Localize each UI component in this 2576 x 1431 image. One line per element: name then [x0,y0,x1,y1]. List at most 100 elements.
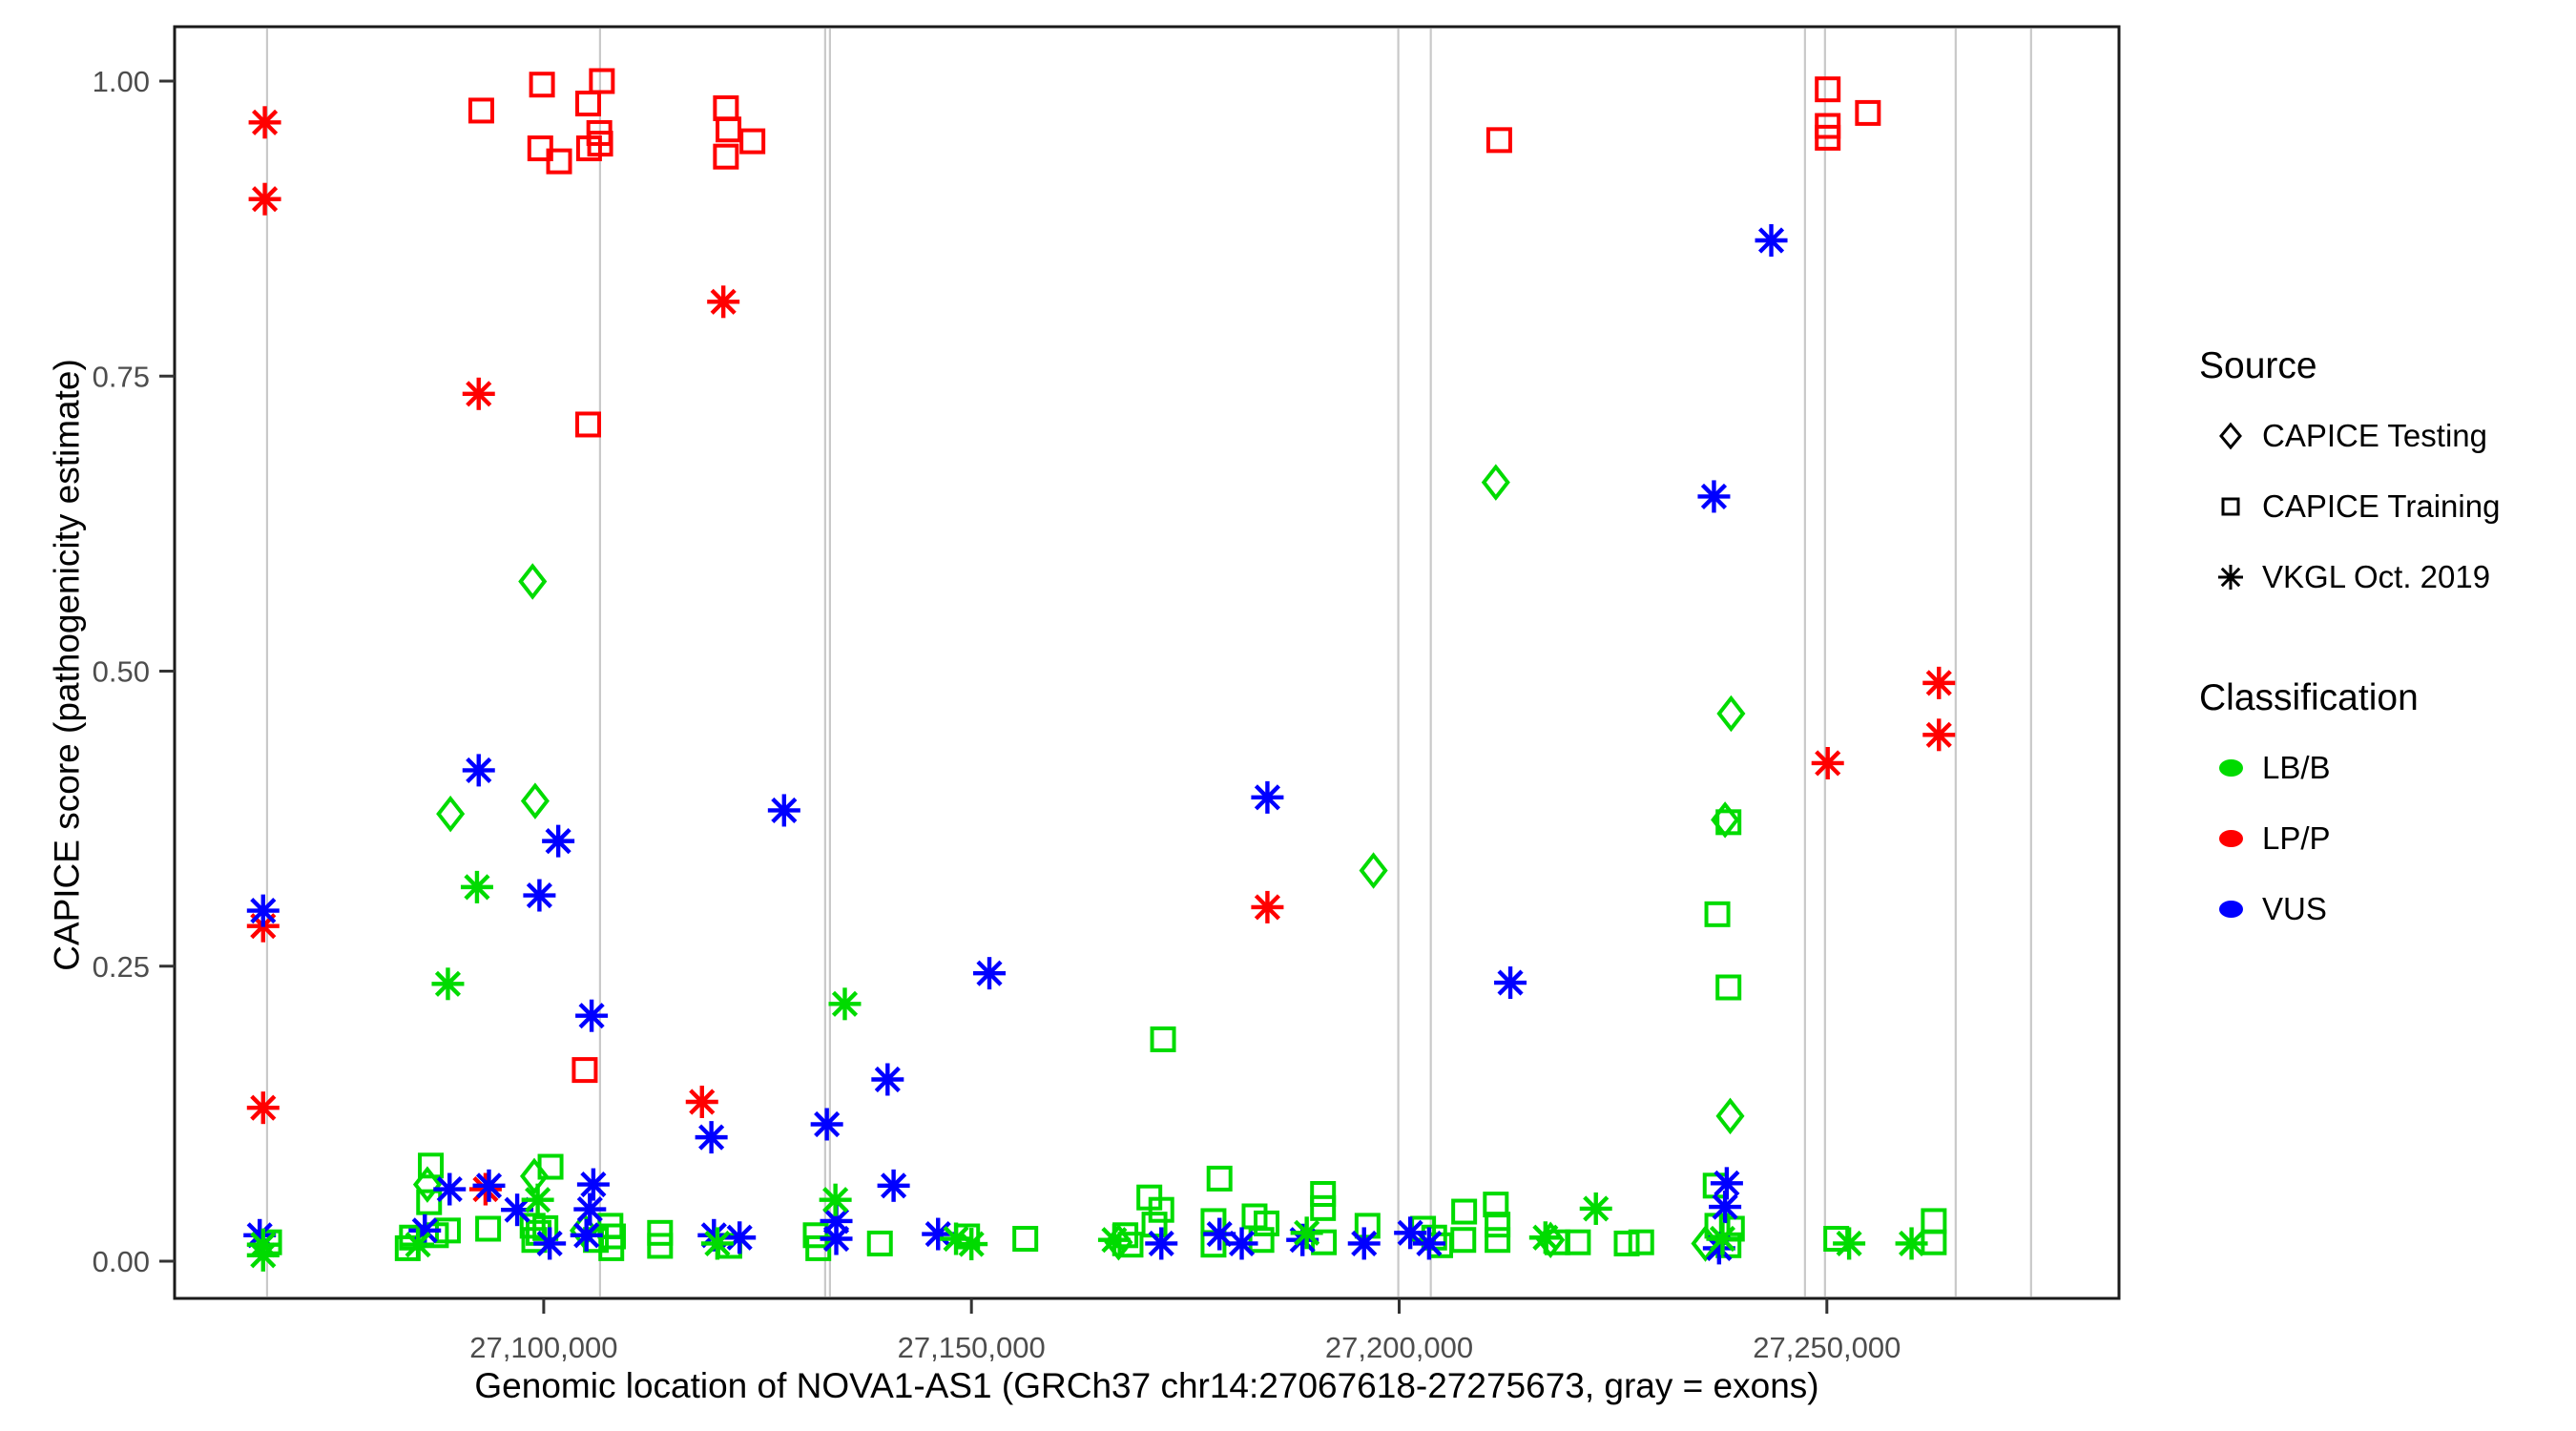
data-point [1254,1210,1280,1236]
legend-item-label: VUS [2262,891,2327,926]
data-point [1709,1191,1742,1224]
data-point [433,1172,467,1206]
blue-dot-icon [2199,901,2262,918]
legend-item-capice-testing: CAPICE Testing [2199,401,2571,471]
data-point [695,1121,728,1154]
data-point [472,1169,506,1202]
data-point [685,1086,718,1119]
data-point [546,148,572,175]
legend-classification-title: Classification [2199,677,2419,718]
data-point [1755,223,1788,257]
data-point [1451,1198,1478,1225]
green-dot-icon [2199,759,2262,777]
data-point [1922,666,1956,699]
data-point [575,411,602,438]
legend-classification-section: Classification LB/B LP/P VUS [2199,677,2571,944]
data-point [1485,1212,1511,1238]
data-point [537,1153,564,1180]
data-point [1354,1213,1381,1239]
data-point [1922,718,1956,752]
data-point [1565,1229,1591,1255]
data-point [518,563,548,600]
data-point [431,967,465,1001]
square-marker-icon [2199,490,2262,523]
data-point [1248,1227,1275,1254]
data-point [1855,99,1881,126]
data-point [1347,1227,1381,1260]
legend-item-lbb: LB/B [2199,733,2571,803]
data-point [1628,1229,1654,1255]
x-tick-label: 27,100,000 [469,1331,617,1364]
data-point [1481,464,1510,501]
data-point [1494,966,1527,1000]
data-point [1206,1165,1233,1192]
y-tick-label: 0.75 [93,360,150,393]
data-point [1528,1221,1562,1255]
series-capice-training [256,68,1947,1261]
x-axis: 27,100,000 27,150,000 27,200,000 27,250,000 [469,1298,1901,1364]
data-point [1097,1223,1131,1256]
legend-item-capice-training: CAPICE Training [2199,471,2571,542]
data-point [462,754,495,787]
data-point [246,1238,280,1272]
data-point [1012,1225,1039,1252]
legend-source-title: Source [2199,345,2317,386]
data-point [1704,901,1731,927]
data-point [1485,1227,1511,1254]
data-point [810,1108,843,1141]
data-point [533,1227,567,1260]
data-points [243,68,1956,1272]
data-point [877,1169,910,1202]
legend-item-label: CAPICE Testing [2262,418,2487,453]
data-point [1716,695,1746,733]
data-point [973,957,1007,990]
y-axis: 0.00 0.25 0.50 0.75 1.00 [93,65,175,1278]
legend-item-label: LB/B [2262,750,2331,785]
data-point [1715,974,1742,1001]
data-point [1815,76,1841,103]
data-point [647,1219,674,1246]
legend-source-section: Source CAPICE Testing CAPICE Training [2199,345,2571,612]
red-dot-icon [2199,830,2262,847]
data-point [570,1218,603,1252]
legend-item-label: VKGL Oct. 2019 [2262,559,2491,594]
data-point [402,1228,435,1261]
data-point [707,285,740,319]
data-point [940,1222,973,1255]
legend-item-lpp: LP/P [2199,803,2571,874]
data-point [739,128,766,155]
series-capice-testing [412,464,1746,1262]
data-point [1150,1026,1176,1052]
legend-item-label: CAPICE Training [2262,488,2501,524]
panel-border [173,25,2121,1300]
data-point [1895,1227,1928,1260]
data-point [700,1227,734,1260]
data-point [1579,1192,1612,1225]
data-point [1921,1208,1947,1234]
data-point [1450,1227,1477,1254]
data-point [1148,1196,1174,1223]
legend-item-vus: VUS [2199,874,2571,944]
data-point [819,1183,852,1216]
data-point [1290,1216,1323,1250]
y-tick-label: 0.00 [93,1245,150,1278]
data-point [1225,1227,1258,1260]
data-point [575,999,609,1032]
exon-gridlines [265,29,2032,1296]
data-point [412,1166,442,1203]
data-point [716,116,742,143]
y-axis-title: CAPICE score (pathogenicity estimate) [47,359,87,971]
data-point [436,795,466,833]
series-vkgl-oct-2019 [243,106,1956,1272]
data-point [866,1230,893,1256]
data-point [521,1183,554,1216]
data-point [462,377,495,410]
data-point [1815,124,1841,151]
data-point [475,1215,502,1242]
data-point [575,91,602,117]
data-point [416,1189,443,1215]
data-point [647,1233,674,1259]
data-point [573,1192,607,1226]
x-tick-label: 27,150,000 [898,1331,1046,1364]
